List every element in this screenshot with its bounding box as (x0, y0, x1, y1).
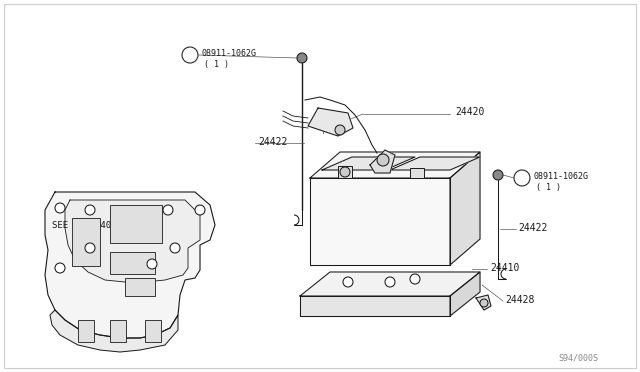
Bar (78, 320, 94, 342)
Polygon shape (308, 108, 353, 136)
Text: 24422: 24422 (518, 223, 547, 233)
Text: ( 1 ): ( 1 ) (204, 60, 229, 68)
Circle shape (343, 277, 353, 287)
Polygon shape (310, 178, 450, 265)
Polygon shape (300, 296, 450, 316)
Circle shape (297, 53, 307, 63)
Circle shape (85, 243, 95, 253)
Circle shape (55, 203, 65, 213)
Bar (338, 166, 352, 178)
Bar (72, 218, 100, 266)
Text: 08911-1062G: 08911-1062G (533, 171, 588, 180)
Circle shape (514, 170, 530, 186)
Circle shape (377, 154, 389, 166)
Text: 24428: 24428 (505, 295, 534, 305)
Polygon shape (310, 152, 480, 178)
Text: N: N (520, 175, 524, 181)
Circle shape (170, 243, 180, 253)
Polygon shape (370, 150, 395, 173)
Circle shape (385, 277, 395, 287)
Circle shape (163, 205, 173, 215)
Text: 08911-1062G: 08911-1062G (201, 48, 256, 58)
Circle shape (147, 259, 157, 269)
Polygon shape (322, 157, 415, 170)
Polygon shape (45, 192, 215, 338)
Polygon shape (450, 152, 480, 265)
Polygon shape (50, 310, 178, 352)
Text: SEE SEC.640: SEE SEC.640 (52, 221, 111, 230)
Bar (410, 168, 424, 178)
Bar (125, 278, 155, 296)
Text: 24422: 24422 (258, 137, 287, 147)
Polygon shape (300, 272, 480, 296)
Circle shape (410, 274, 420, 284)
Polygon shape (476, 295, 491, 310)
Bar (145, 320, 161, 342)
Circle shape (85, 205, 95, 215)
Text: ( 1 ): ( 1 ) (536, 183, 561, 192)
Circle shape (335, 125, 345, 135)
Circle shape (493, 170, 503, 180)
Bar (110, 252, 155, 274)
Circle shape (480, 299, 488, 307)
Polygon shape (390, 157, 480, 170)
Text: S94/000S: S94/000S (558, 353, 598, 362)
Text: 24410: 24410 (490, 263, 520, 273)
Circle shape (340, 167, 350, 177)
Bar (110, 205, 162, 243)
Circle shape (182, 47, 198, 63)
Circle shape (195, 205, 205, 215)
Text: 24420: 24420 (455, 107, 484, 117)
Bar (110, 320, 126, 342)
Text: N: N (188, 52, 192, 58)
Circle shape (55, 263, 65, 273)
Polygon shape (65, 200, 200, 282)
Polygon shape (450, 272, 480, 316)
